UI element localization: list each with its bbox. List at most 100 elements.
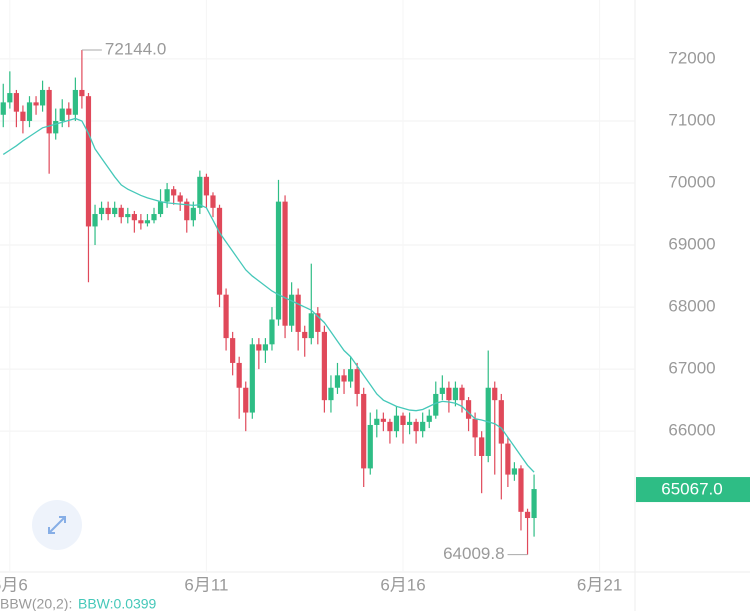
y-tick-label: 72000 [668, 48, 715, 67]
candle-body [367, 424, 373, 469]
candle-body [321, 331, 327, 401]
axes: 66000 67000 68000 69000 70000 71000 72000 6月6 6月… [0, 48, 716, 594]
candle-body [452, 387, 459, 401]
candle-body [446, 387, 452, 401]
candle-body [374, 418, 380, 425]
x-tick-label: 6月11 [184, 575, 228, 594]
candle-body [118, 207, 124, 218]
last-price-tag [636, 477, 750, 503]
plot-area [0, 49, 537, 556]
candle-body [348, 369, 354, 382]
candle-body [26, 102, 33, 121]
candle-body [406, 421, 413, 425]
y-tick-label: 66000 [668, 421, 715, 440]
candle-body [531, 489, 537, 519]
candle-body [243, 387, 249, 413]
candle-body [420, 421, 426, 432]
candle-body [334, 375, 341, 388]
candle-body [413, 421, 419, 432]
candle-body [295, 294, 301, 332]
candle-body [387, 421, 393, 432]
y-tick-label: 68000 [668, 297, 715, 316]
candle-body [439, 387, 445, 394]
candle-body [131, 214, 137, 221]
candle-body [498, 400, 504, 444]
candle-body [92, 214, 98, 227]
candle-body [98, 207, 105, 215]
candle-body [256, 344, 262, 351]
candle-body [177, 195, 183, 202]
expand-button[interactable] [32, 500, 82, 550]
candle-body [230, 338, 236, 363]
candle-body [59, 108, 65, 121]
candle-body [0, 102, 6, 115]
candle-body [171, 189, 177, 196]
y-tick-label: 71000 [668, 110, 715, 129]
candle-body [269, 319, 275, 345]
candle-body [361, 393, 367, 469]
candle-body [151, 214, 157, 221]
candle-body [479, 437, 485, 456]
candle-body [518, 468, 524, 512]
annotation-label: 64009.8 [443, 544, 504, 563]
x-tick-label: 6月6 [0, 575, 28, 594]
candle-body [190, 207, 196, 221]
annotation-label: 72144.0 [105, 39, 166, 58]
candle-body [46, 89, 52, 134]
candle-body [210, 195, 216, 208]
candle-body [66, 108, 72, 115]
candle-body [426, 415, 432, 422]
ma-line [2, 117, 535, 473]
y-tick-label: 69000 [668, 235, 715, 254]
candle-body [289, 294, 295, 326]
candle-body [85, 96, 92, 227]
candle-body [39, 89, 46, 106]
candle-body [33, 102, 39, 106]
candle-body [511, 468, 518, 475]
candle-body [79, 89, 85, 97]
candle-body [400, 415, 406, 425]
candle-body [282, 201, 288, 326]
x-tick-label: 6月16 [380, 575, 425, 594]
candle-body [138, 220, 144, 224]
candle-body [328, 387, 334, 401]
candle-body [465, 400, 472, 419]
candle-body [354, 369, 360, 394]
candle-body [144, 220, 151, 224]
candle-body [125, 214, 131, 218]
last-price-label: 65067.0 [661, 480, 722, 499]
candle-body [20, 111, 26, 121]
candle-body [308, 313, 314, 339]
candle-body [302, 331, 308, 339]
indicator-value: BBW:0.0399 [78, 596, 157, 611]
candle-body [492, 387, 498, 401]
expand-icon [48, 516, 66, 534]
candle-body [433, 393, 439, 416]
candle-body [262, 344, 269, 351]
candle-body [223, 294, 229, 339]
candle-body [380, 418, 386, 422]
candle-body [393, 415, 400, 432]
candle-body [105, 207, 111, 215]
candle-body [53, 120, 59, 134]
candle-body [315, 313, 321, 332]
indicator-name: BBW(20,2): [0, 596, 72, 611]
candle-body [203, 176, 210, 196]
candle-body [216, 207, 223, 295]
candle-body [275, 201, 282, 320]
candle-body [472, 418, 478, 438]
candle-body [157, 201, 164, 215]
candle-body [72, 89, 78, 115]
candle-body [505, 443, 511, 475]
candle-body [7, 93, 13, 103]
candle-body [112, 207, 118, 215]
candle-body [249, 344, 255, 413]
candle-body [184, 201, 190, 221]
candle-body [13, 93, 19, 112]
candle-body [459, 387, 465, 401]
y-tick-label: 70000 [668, 172, 715, 191]
candle-body [197, 176, 203, 208]
candle-body [524, 511, 531, 519]
